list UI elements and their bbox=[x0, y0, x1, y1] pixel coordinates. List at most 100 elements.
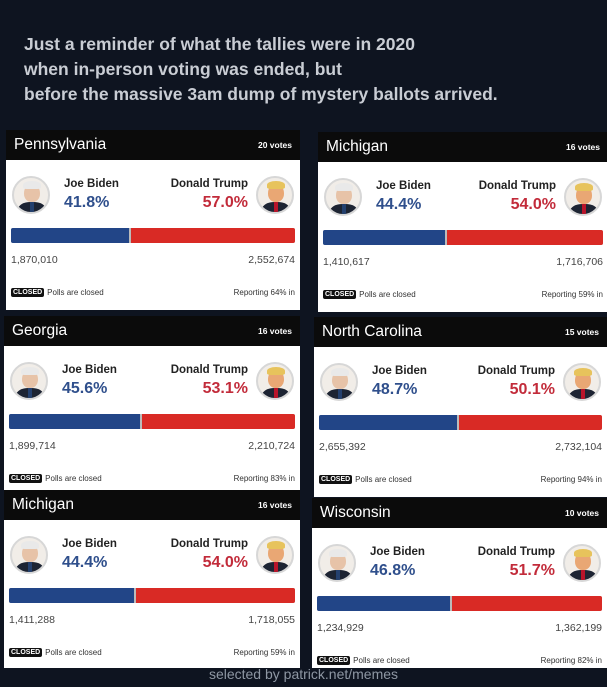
biden-share-segment bbox=[9, 414, 140, 429]
vote-share-bar bbox=[11, 228, 295, 243]
biden-vote-count: 1,411,288 bbox=[9, 614, 55, 626]
closed-badge: CLOSED bbox=[11, 288, 45, 297]
biden-block: Joe Biden 41.8% bbox=[12, 168, 119, 222]
trump-vote-count: 1,362,199 bbox=[555, 622, 602, 634]
biden-name: Joe Biden bbox=[62, 538, 117, 550]
biden-share-segment bbox=[317, 596, 450, 611]
biden-block: Joe Biden 44.4% bbox=[10, 528, 117, 582]
biden-avatar bbox=[12, 176, 50, 214]
trump-share-segment bbox=[447, 230, 603, 245]
card-header: North Carolina 15 votes bbox=[314, 317, 607, 347]
trump-name: Donald Trump bbox=[170, 178, 248, 190]
biden-share-segment bbox=[11, 228, 130, 243]
biden-vote-count: 1,234,929 bbox=[317, 622, 364, 634]
state-result-card: Michigan 16 votes Joe Biden 44.4% Donald… bbox=[4, 490, 300, 668]
biden-vote-count: 1,870,010 bbox=[11, 254, 58, 266]
trump-block: Donald Trump 53.1% bbox=[171, 354, 294, 408]
biden-avatar bbox=[318, 544, 356, 582]
card-footer: CLOSED Polls are closed Reporting 59% in bbox=[323, 290, 603, 299]
state-name: Pennsylvania bbox=[14, 136, 107, 153]
biden-name: Joe Biden bbox=[64, 178, 119, 190]
trump-percent: 54.0% bbox=[202, 554, 248, 571]
card-header: Wisconsin 10 votes bbox=[312, 498, 607, 528]
trump-avatar bbox=[256, 536, 294, 574]
trump-name: Donald Trump bbox=[170, 538, 248, 550]
vote-counts: 1,411,288 1,718,055 bbox=[9, 614, 295, 626]
trump-share-segment bbox=[135, 588, 295, 603]
trump-avatar bbox=[563, 363, 601, 401]
biden-share-segment bbox=[9, 588, 134, 603]
polls-status: Polls are closed bbox=[47, 288, 104, 297]
biden-percent: 46.8% bbox=[370, 562, 416, 579]
trump-vote-count: 2,210,724 bbox=[248, 440, 295, 452]
polls-status: Polls are closed bbox=[359, 290, 416, 299]
electoral-votes: 10 votes bbox=[564, 508, 599, 518]
card-header: Pennsylvania 20 votes bbox=[6, 130, 300, 160]
trump-avatar bbox=[564, 178, 602, 216]
trump-percent: 53.1% bbox=[202, 380, 248, 397]
card-header: Michigan 16 votes bbox=[4, 490, 300, 520]
closed-badge: CLOSED bbox=[9, 648, 43, 657]
biden-percent: 44.4% bbox=[62, 554, 108, 571]
trump-share-segment bbox=[141, 414, 295, 429]
state-name: Michigan bbox=[12, 496, 75, 513]
trump-percent: 51.7% bbox=[509, 562, 555, 579]
trump-share-segment bbox=[131, 228, 295, 243]
trump-avatar bbox=[256, 176, 294, 214]
polls-status: Polls are closed bbox=[355, 475, 412, 484]
card-footer: CLOSED Polls are closed Reporting 83% in bbox=[9, 474, 295, 483]
vote-counts: 1,410,617 1,716,706 bbox=[323, 256, 603, 268]
trump-block: Donald Trump 51.7% bbox=[478, 536, 601, 590]
biden-percent: 45.6% bbox=[62, 380, 108, 397]
card-footer: CLOSED Polls are closed Reporting 64% in bbox=[11, 288, 295, 297]
electoral-votes: 16 votes bbox=[257, 326, 292, 336]
biden-percent: 41.8% bbox=[64, 194, 110, 211]
state-result-card: Pennsylvania 20 votes Joe Biden 41.8% Do… bbox=[6, 130, 300, 310]
biden-name: Joe Biden bbox=[370, 546, 425, 558]
electoral-votes: 16 votes bbox=[257, 500, 292, 510]
biden-avatar bbox=[10, 536, 48, 574]
trump-name: Donald Trump bbox=[477, 365, 555, 377]
state-name: Wisconsin bbox=[320, 504, 391, 521]
trump-block: Donald Trump 54.0% bbox=[171, 528, 294, 582]
trump-percent: 50.1% bbox=[509, 381, 555, 398]
trump-name: Donald Trump bbox=[477, 546, 555, 558]
trump-block: Donald Trump 54.0% bbox=[479, 170, 602, 224]
trump-share-segment bbox=[458, 415, 602, 430]
trump-share-segment bbox=[451, 596, 602, 611]
biden-vote-count: 2,655,392 bbox=[319, 441, 366, 453]
vote-share-bar bbox=[9, 588, 295, 603]
trump-vote-count: 1,716,706 bbox=[556, 256, 603, 268]
polls-status: Polls are closed bbox=[45, 474, 102, 483]
trump-block: Donald Trump 57.0% bbox=[171, 168, 294, 222]
card-header: Michigan 16 votes bbox=[318, 132, 607, 162]
polls-status: Polls are closed bbox=[353, 656, 410, 665]
closed-badge: CLOSED bbox=[9, 474, 43, 483]
vote-share-bar bbox=[319, 415, 602, 430]
electoral-votes: 20 votes bbox=[257, 140, 292, 150]
headline-line-3: before the massive 3am dump of mystery b… bbox=[24, 84, 498, 104]
vote-counts: 1,234,929 1,362,199 bbox=[317, 622, 602, 634]
biden-name: Joe Biden bbox=[372, 365, 427, 377]
card-header: Georgia 16 votes bbox=[4, 316, 300, 346]
vote-counts: 1,899,714 2,210,724 bbox=[9, 440, 295, 452]
headline: Just a reminder of what the tallies were… bbox=[24, 32, 599, 107]
vote-share-bar bbox=[323, 230, 603, 245]
state-result-card: Michigan 16 votes Joe Biden 44.4% Donald… bbox=[318, 132, 607, 312]
biden-block: Joe Biden 44.4% bbox=[324, 170, 431, 224]
biden-block: Joe Biden 45.6% bbox=[10, 354, 117, 408]
vote-share-bar bbox=[317, 596, 602, 611]
reporting-status: Reporting 59% in bbox=[233, 648, 295, 657]
electoral-votes: 15 votes bbox=[564, 327, 599, 337]
reporting-status: Reporting 83% in bbox=[233, 474, 295, 483]
electoral-votes: 16 votes bbox=[565, 142, 600, 152]
card-footer: CLOSED Polls are closed Reporting 82% in bbox=[317, 656, 602, 665]
card-footer: CLOSED Polls are closed Reporting 94% in bbox=[319, 475, 602, 484]
biden-avatar bbox=[10, 362, 48, 400]
biden-name: Joe Biden bbox=[62, 364, 117, 376]
trump-vote-count: 2,552,674 bbox=[248, 254, 295, 266]
closed-badge: CLOSED bbox=[323, 290, 357, 299]
card-footer: CLOSED Polls are closed Reporting 59% in bbox=[9, 648, 295, 657]
credit-line: selected by patrick.net/memes bbox=[208, 666, 399, 682]
biden-percent: 48.7% bbox=[372, 381, 418, 398]
